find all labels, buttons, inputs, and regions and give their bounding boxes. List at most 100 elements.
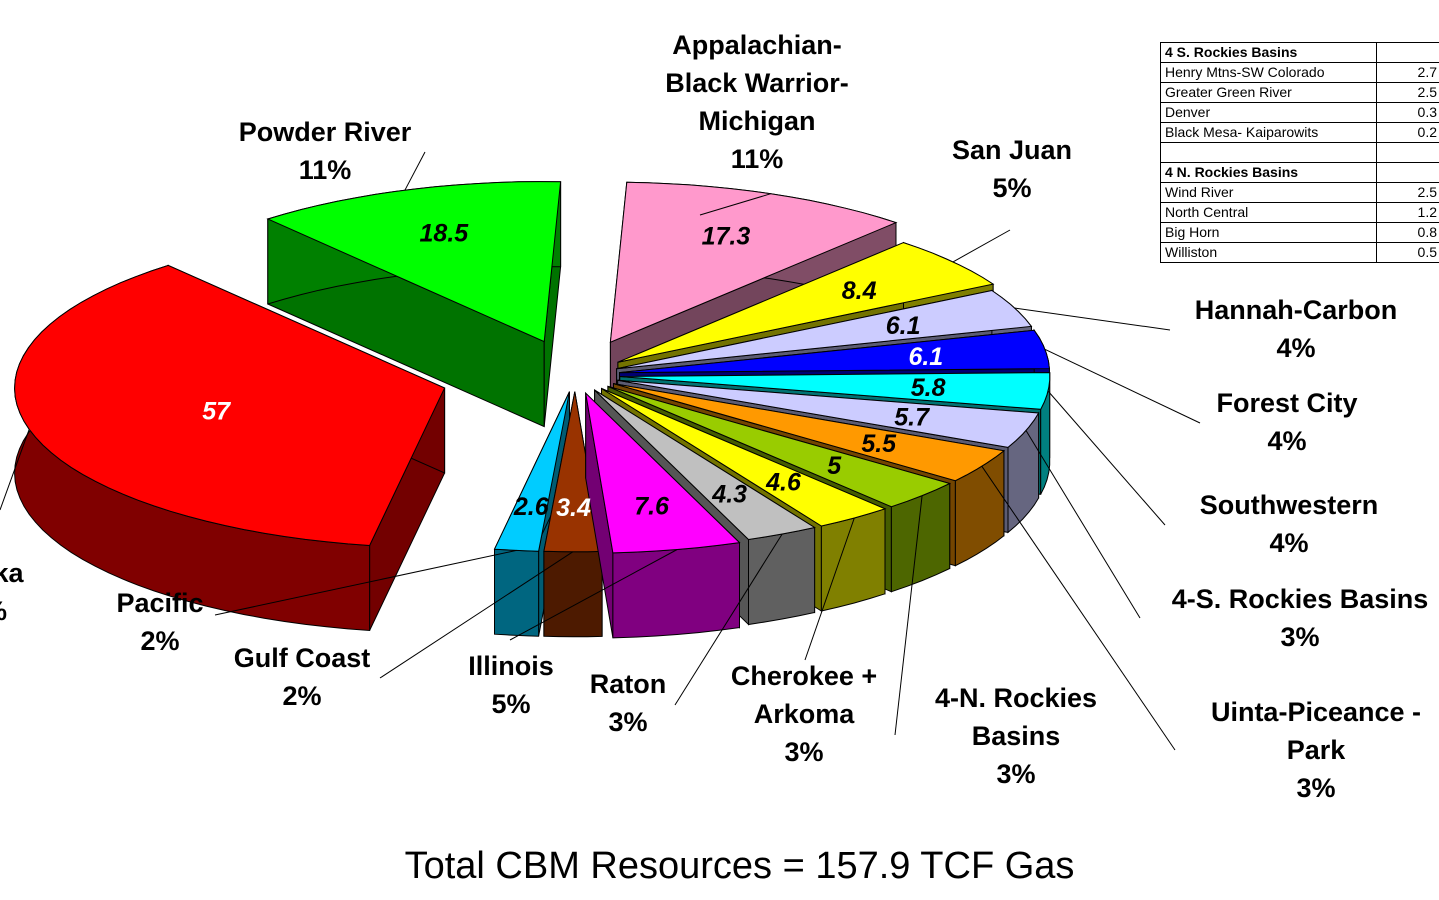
table-cell: Henry Mtns-SW Colorado — [1160, 62, 1377, 83]
leader-line — [1014, 307, 1171, 331]
percent-label: 4% — [1269, 528, 1309, 558]
category-name: Powder River — [238, 117, 412, 147]
table-cell: 0.3 — [1376, 102, 1439, 123]
table-cell — [1376, 42, 1439, 63]
value-label: 6.1 — [908, 343, 943, 371]
table-cell: 0.2 — [1376, 122, 1439, 143]
category-label: 4-N. Rockies Basins 3% — [916, 679, 1116, 793]
leader-line — [509, 549, 678, 641]
category-label: Raton 3% — [568, 665, 688, 741]
category-name: 4-S. Rockies Basins — [1171, 584, 1429, 614]
table-cell: Greater Green River — [1160, 82, 1377, 103]
category-label: San Juan 5% — [912, 131, 1112, 207]
category-label: Pacific 2% — [80, 584, 240, 660]
category-label: Hannah-Carbon 4% — [1166, 291, 1426, 367]
percent-label: 3% — [608, 707, 648, 737]
table-cell: 4 S. Rockies Basins — [1160, 42, 1377, 63]
percent-label: 5% — [491, 689, 531, 719]
category-name: Southwestern — [1199, 490, 1379, 520]
percent-label: 2% — [140, 626, 180, 656]
percent-label: 2% — [282, 681, 322, 711]
category-name: Cherokee + Arkoma — [730, 661, 878, 729]
leader-line — [699, 193, 771, 216]
category-name: Hannah-Carbon — [1194, 295, 1398, 325]
category-label: Illinois 5% — [451, 647, 571, 723]
table-cell: Wind River — [1160, 182, 1377, 203]
slice-top — [619, 372, 1051, 410]
category-name: Alaska — [0, 558, 24, 588]
caption: Total CBM Resources = 157.9 TCF Gas — [404, 845, 1075, 887]
category-name: Illinois — [468, 651, 554, 681]
leader-line — [214, 549, 517, 616]
percent-label: 3% — [784, 737, 824, 767]
category-label: Alaska 36% — [0, 554, 60, 630]
slice — [543, 391, 603, 638]
slice-top — [619, 329, 1050, 374]
value-label: 8.4 — [842, 277, 877, 305]
value-label: 57 — [202, 398, 231, 426]
value-label: 5.8 — [911, 374, 946, 402]
percent-label: 3% — [1280, 622, 1320, 652]
basin-table: 4 S. Rockies Basins Henry Mtns-SW Colorad… — [1160, 42, 1439, 263]
leader-line — [981, 465, 1176, 751]
percent-label: 3% — [996, 759, 1036, 789]
slice-top — [617, 242, 995, 363]
category-label: Cherokee + Arkoma 3% — [719, 657, 889, 771]
category-name: San Juan — [951, 135, 1073, 165]
table-cell: 2.5 — [1376, 82, 1439, 103]
category-label: Forest City 4% — [1177, 384, 1397, 460]
slice-top — [266, 181, 562, 343]
table-cell: 2.7 — [1376, 62, 1439, 83]
slice-side — [748, 526, 816, 626]
slice — [584, 391, 741, 639]
category-label: Powder River 11% — [205, 113, 445, 189]
percent-label: 4% — [1276, 333, 1316, 363]
table-row: Henry Mtns-SW Colorado 2.7 — [1160, 62, 1439, 83]
leader-line — [1025, 430, 1141, 619]
percent-label: 4% — [1267, 426, 1307, 456]
leader-line — [379, 551, 574, 679]
table-cell: Denver — [1160, 102, 1377, 123]
slice-top — [613, 383, 1006, 482]
table-cell — [1160, 142, 1377, 163]
table-row: Williston 0.5 — [1160, 242, 1439, 263]
leader-line — [804, 517, 855, 661]
category-label: Southwestern 4% — [1169, 486, 1409, 562]
category-name: Appalachian-Black Warrior-Michigan — [665, 30, 849, 136]
table-row: Black Mesa- Kaiparowits 0.2 — [1160, 122, 1439, 143]
table-row: North Central 1.2 — [1160, 202, 1439, 223]
table-cell: 2.5 — [1376, 182, 1439, 203]
table-cell: 4 N. Rockies Basins — [1160, 162, 1377, 183]
table-cell: Williston — [1160, 242, 1377, 263]
category-name: Uinta-Piceance - Park — [1210, 697, 1422, 765]
table-cell: 0.8 — [1376, 222, 1439, 243]
table-row: Denver 0.3 — [1160, 102, 1439, 123]
table-row — [1160, 142, 1439, 163]
value-label: 7.6 — [634, 493, 670, 521]
category-name: Gulf Coast — [233, 643, 371, 673]
table-row: 4 S. Rockies Basins — [1160, 42, 1439, 63]
leader-line — [894, 495, 923, 736]
category-label: Appalachian-Black Warrior-Michigan 11% — [637, 26, 877, 178]
category-name: Raton — [589, 669, 667, 699]
category-name: Forest City — [1216, 388, 1358, 418]
category-name: 4-N. Rockies Basins — [934, 683, 1098, 751]
leader-line — [1044, 348, 1201, 424]
value-label: 17.3 — [702, 222, 751, 250]
table-row: Wind River 2.5 — [1160, 182, 1439, 203]
table-cell: North Central — [1160, 202, 1377, 223]
value-label: 5.5 — [861, 430, 897, 458]
slice-side — [494, 548, 540, 637]
value-label: 4.3 — [711, 481, 747, 509]
table-row: Greater Green River 2.5 — [1160, 82, 1439, 103]
leader-line — [1047, 390, 1166, 526]
percent-label: 36% — [0, 592, 60, 630]
percent-label: 11% — [730, 144, 784, 174]
value-label: 3.4 — [556, 494, 591, 522]
table-cell — [1376, 162, 1439, 183]
value-label: 4.6 — [765, 469, 802, 497]
table-row: Big Horn 0.8 — [1160, 222, 1439, 243]
value-label: 2.6 — [513, 493, 550, 521]
